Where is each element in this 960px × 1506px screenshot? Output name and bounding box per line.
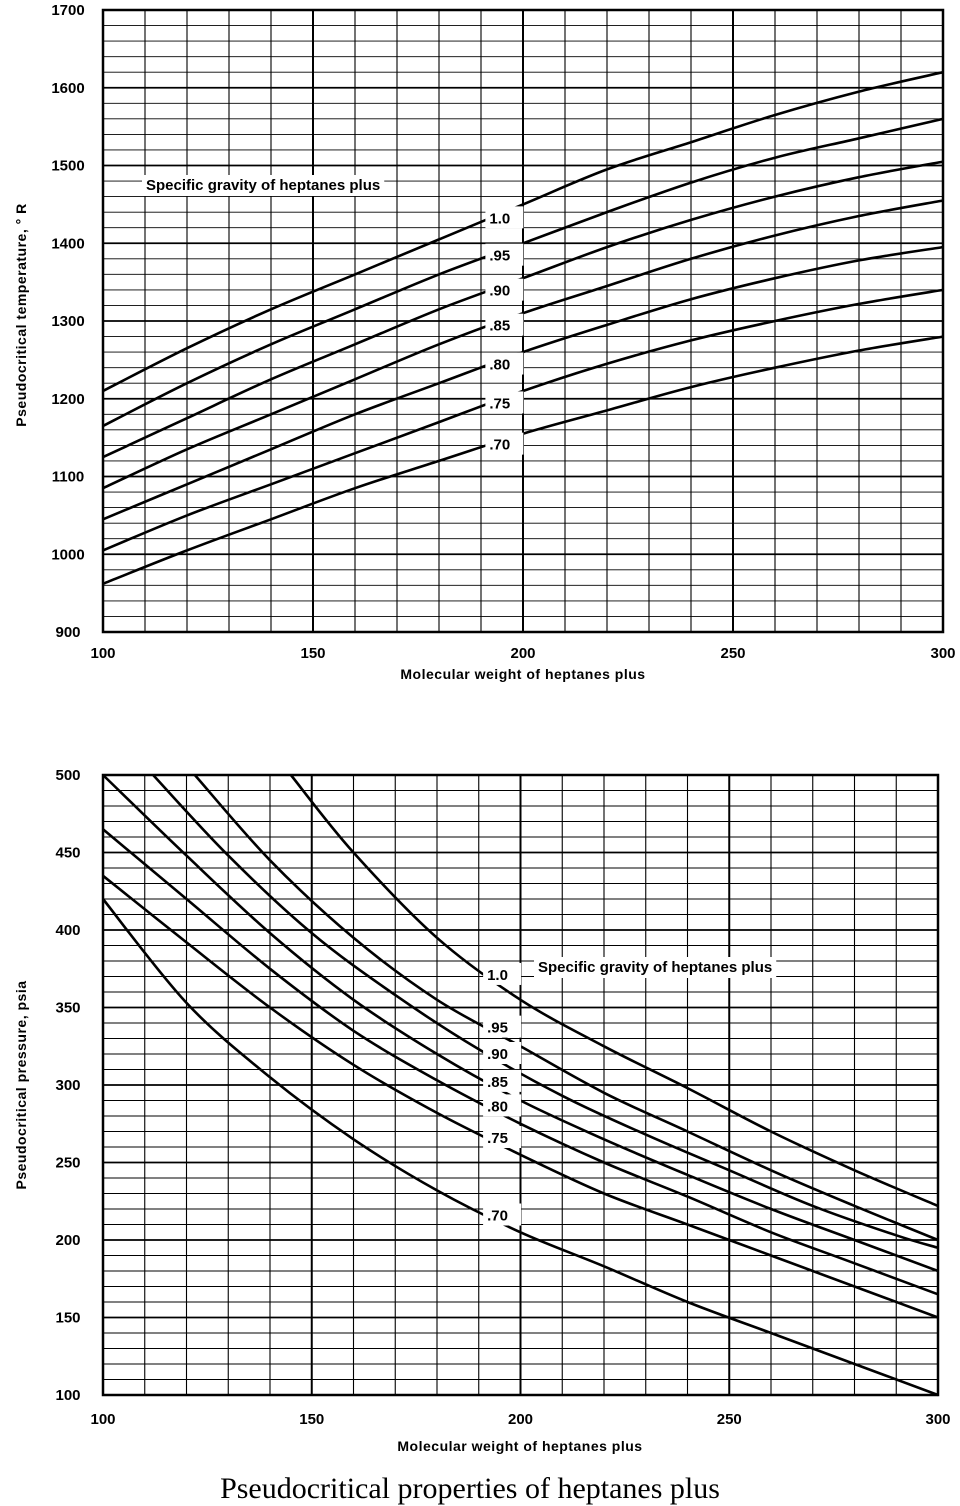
temperature-legend-title: Specific gravity of heptanes plus (146, 177, 380, 194)
pressure-legend-title: Specific gravity of heptanes plus (538, 959, 772, 976)
y-tick-label: 1400 (51, 235, 84, 252)
series-line (102, 117, 944, 428)
pressure-curves: 1.0 .95 .90 .85 .80 .75 .70 (101, 774, 939, 1397)
x-tick-label: 150 (300, 645, 325, 662)
y-tick-label: 1200 (51, 391, 84, 408)
series-label: .90 (489, 283, 510, 300)
y-tick-label: 500 (55, 767, 80, 784)
series-line (102, 828, 939, 1296)
y-tick-label: 1100 (52, 469, 85, 486)
series-label-background (485, 391, 524, 414)
series-line (102, 245, 944, 521)
temperature-y-axis-label: Pseudocritical temperature, ° R (13, 203, 29, 426)
x-tick-label: 300 (930, 645, 955, 662)
y-tick-label: 1700 (51, 2, 84, 19)
x-tick-label: 200 (508, 1411, 533, 1428)
series-label: .95 (487, 1020, 508, 1037)
y-tick-label: 200 (55, 1232, 80, 1249)
x-tick-label: 100 (90, 1411, 115, 1428)
series-label-background (483, 1203, 522, 1226)
series-line (289, 774, 939, 1208)
y-tick-label: 1500 (51, 158, 84, 175)
y-tick-label: 1000 (51, 546, 84, 563)
series-label: 1.0 (487, 967, 508, 984)
x-tick-label: 250 (717, 1411, 742, 1428)
pressure-x-axis-label: Molecular weight of heptanes plus (397, 1438, 642, 1454)
temperature-plot-frame (101, 8, 945, 634)
x-tick-label: 250 (720, 645, 745, 662)
series-label: .80 (489, 357, 510, 374)
series-label-background (485, 432, 524, 455)
y-tick-label: 1300 (51, 313, 84, 330)
series-label: .80 (487, 1098, 508, 1115)
series-line (102, 199, 944, 490)
series-line (102, 874, 939, 1319)
y-tick-label: 100 (55, 1387, 80, 1404)
y-tick-label: 900 (55, 624, 80, 641)
y-tick-label: 150 (55, 1310, 80, 1327)
y-tick-label: 400 (55, 922, 80, 939)
y-tick-label: 1600 (51, 80, 84, 97)
series-label: .95 (489, 248, 510, 265)
series-label-background (483, 1069, 522, 1092)
series-line (102, 288, 944, 552)
series-line (101, 898, 939, 1397)
series-label: 1.0 (489, 210, 510, 227)
pressure-tick-labels: 100 150 200 250 300 350 400 450 500 100 150 200 250 3… (55, 767, 950, 1428)
x-tick-label: 300 (925, 1411, 950, 1428)
temperature-tick-labels: 900 1000 1100 1200 1300 1400 1500 1600 1700 100 15… (51, 2, 955, 662)
series-label: .75 (489, 395, 510, 412)
series-label-background (485, 352, 524, 375)
series-line (152, 774, 939, 1250)
series-label: .85 (489, 318, 510, 335)
y-tick-label: 350 (55, 1000, 80, 1017)
pressure-plot-frame (101, 773, 940, 1397)
y-tick-label: 250 (55, 1155, 80, 1172)
series-label-background (485, 278, 524, 301)
legend-title-background (142, 175, 385, 196)
series-line (193, 774, 939, 1242)
figure-caption: Pseudocritical properties of heptanes pl… (220, 1472, 720, 1505)
series-label-background (483, 1094, 522, 1117)
series-label: .70 (489, 437, 510, 454)
temperature-curves: 1.0 .95 .90 .85 .80 .75 .70 (102, 70, 944, 586)
series-label-background (483, 1126, 522, 1149)
series-label: .85 (487, 1074, 508, 1091)
series-label: .70 (487, 1208, 508, 1225)
temperature-x-axis-label: Molecular weight of heptanes plus (400, 666, 645, 682)
pressure-chart: 1.0 .95 .90 .85 .80 .75 .70 100 150 200 250 300 350… (13, 767, 951, 1454)
series-label-background (483, 1015, 522, 1038)
pressure-y-axis-label: Pseudocritical pressure, psia (13, 980, 29, 1189)
y-tick-label: 450 (55, 845, 80, 862)
x-tick-label: 150 (299, 1411, 324, 1428)
series-label-background (483, 1042, 522, 1064)
pressure-grid (103, 775, 938, 1395)
series-label-background (485, 206, 524, 229)
y-tick-label: 300 (55, 1077, 80, 1094)
series-label: .75 (487, 1130, 508, 1147)
series-label-background (485, 243, 524, 266)
legend-title-background (534, 957, 777, 978)
series-label-background (485, 313, 524, 336)
series-label: .90 (487, 1046, 508, 1063)
temperature-chart: 1.0 .95 .90 .85 .80 .75 .70 900 1000 1100 1200 130… (13, 2, 956, 682)
series-label-background (483, 962, 522, 985)
x-tick-label: 100 (90, 645, 115, 662)
series-line (102, 70, 944, 393)
series-line (102, 160, 944, 459)
x-tick-label: 200 (510, 645, 535, 662)
temperature-grid (103, 10, 943, 632)
